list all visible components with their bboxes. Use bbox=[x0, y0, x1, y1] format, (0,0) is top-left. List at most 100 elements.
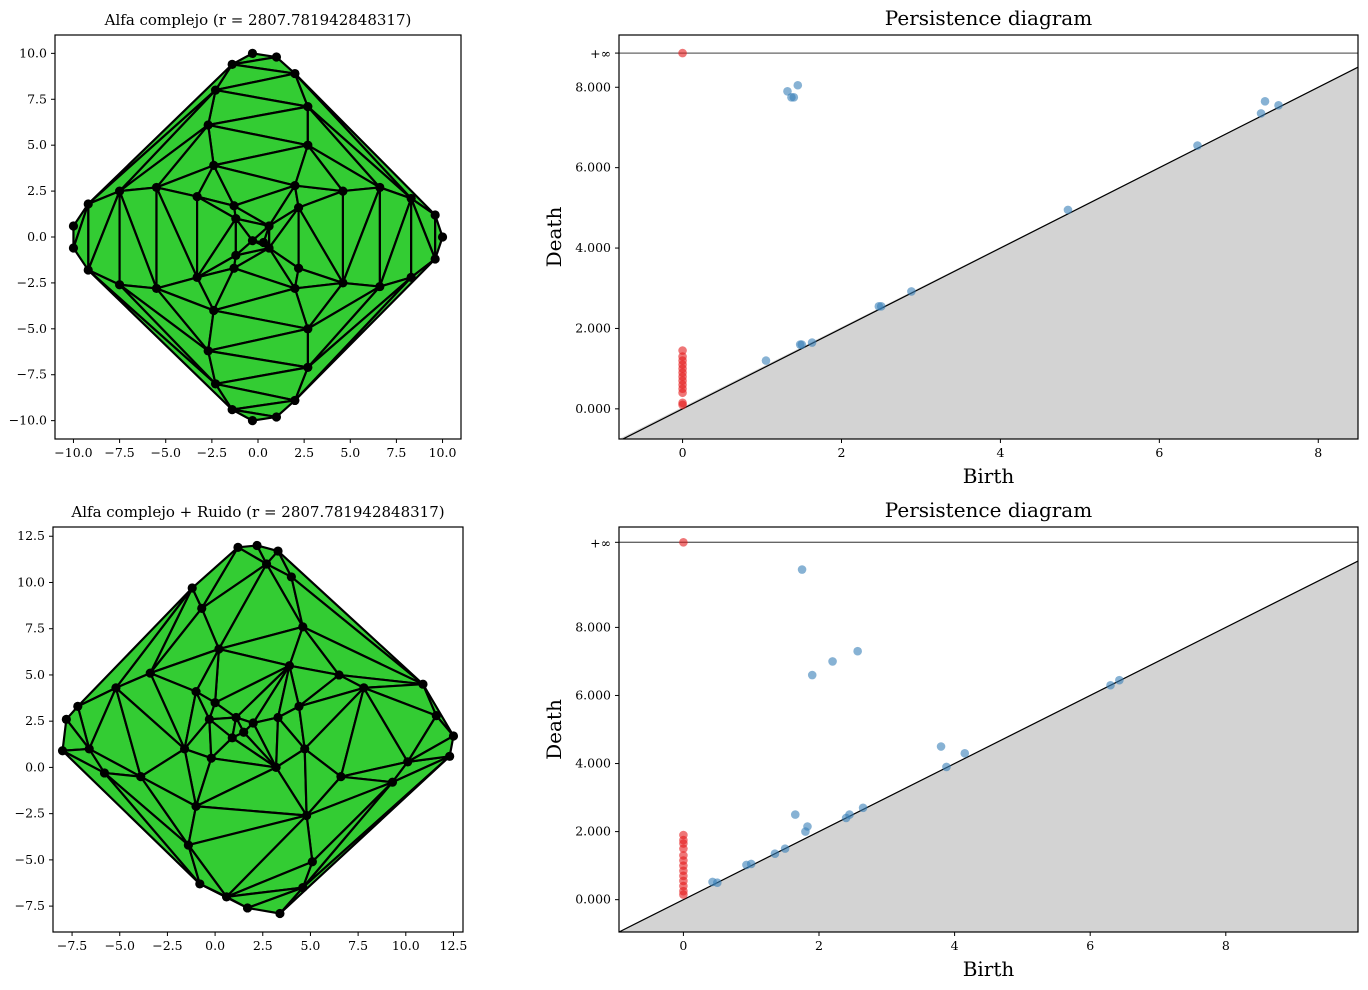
chart-title: Alfa complejo (r = 2807.781942848317) bbox=[104, 11, 412, 29]
vertex-point bbox=[375, 182, 385, 193]
vertex-point bbox=[375, 281, 385, 292]
vertex-point bbox=[83, 199, 93, 209]
y-tick-label: 6.000 bbox=[575, 160, 611, 175]
vertex-point bbox=[445, 751, 455, 761]
vertex-point bbox=[271, 412, 282, 422]
vertex-point bbox=[247, 48, 258, 58]
vertex-point bbox=[191, 686, 201, 697]
h1-point bbox=[746, 859, 756, 869]
vertex-point bbox=[273, 712, 283, 723]
vertex-point bbox=[336, 772, 346, 782]
h1-point bbox=[936, 742, 946, 751]
y-axis-label: Death bbox=[542, 207, 566, 268]
h1-point bbox=[1115, 675, 1124, 685]
h1-point bbox=[942, 762, 951, 772]
x-tick-label: 10.0 bbox=[392, 938, 420, 953]
h1-point bbox=[876, 302, 886, 311]
x-tick-label: −5.0 bbox=[105, 938, 135, 953]
y-tick-label: 8.000 bbox=[575, 619, 611, 634]
x-tick-label: −2.5 bbox=[152, 938, 182, 953]
x-tick-label: 2 bbox=[838, 445, 846, 460]
vertex-point bbox=[437, 232, 448, 242]
h0-point bbox=[679, 851, 688, 860]
vertex-point bbox=[187, 583, 197, 593]
h1-point bbox=[807, 338, 817, 347]
x-tick-label: 0 bbox=[679, 445, 687, 460]
plot-area bbox=[619, 48, 1358, 439]
x-tick-label: 4 bbox=[996, 445, 1004, 460]
y-tick-label: −5.0 bbox=[15, 852, 45, 867]
vertex-point bbox=[264, 221, 274, 231]
y-tick-label: 2.000 bbox=[575, 824, 611, 839]
vertex-point bbox=[221, 892, 232, 902]
vertex-point bbox=[406, 272, 416, 282]
vertex-point bbox=[248, 718, 258, 728]
h1-point bbox=[803, 822, 812, 831]
h0-point bbox=[679, 830, 688, 840]
h1-point bbox=[761, 356, 771, 365]
axes-frame bbox=[618, 526, 1359, 933]
x-tick-label: −10.0 bbox=[54, 445, 92, 460]
vertex-point bbox=[233, 542, 243, 552]
vertex-point bbox=[298, 622, 308, 632]
vertex-point bbox=[403, 757, 413, 767]
h0-point bbox=[678, 352, 687, 361]
persistence-diagram-chart: 0 2 4 6 8 0.000 2.000 4.000 6.000 8.000 +∞ Persiste… bbox=[542, 6, 1359, 488]
x-tick-label: 12.5 bbox=[440, 938, 468, 953]
vertex-point bbox=[418, 679, 428, 689]
y-tick-label: 2.000 bbox=[575, 320, 611, 335]
x-tick-label: 6 bbox=[1086, 938, 1094, 953]
x-tick-label: −2.5 bbox=[197, 445, 227, 460]
h1-point bbox=[789, 93, 799, 102]
vertex-point bbox=[252, 540, 262, 551]
vertex-point bbox=[231, 214, 241, 224]
vertex-point bbox=[57, 746, 68, 756]
vertex-point bbox=[192, 192, 202, 202]
vertex-point bbox=[191, 801, 201, 811]
vertex-point bbox=[210, 379, 221, 389]
vertex-point bbox=[242, 903, 253, 913]
x-tick-label: 2 bbox=[815, 938, 823, 953]
vertex-point bbox=[290, 283, 300, 294]
y-tick-label: +∞ bbox=[590, 46, 611, 61]
y-tick-label: 5.0 bbox=[27, 137, 47, 152]
vertex-point bbox=[151, 182, 162, 193]
vertex-point bbox=[430, 210, 440, 220]
y-tick-label: −10.0 bbox=[9, 413, 47, 428]
vertex-point bbox=[83, 265, 93, 275]
x-tick-label: 6 bbox=[1155, 445, 1163, 460]
y-tick-label: −7.5 bbox=[15, 898, 45, 913]
x-tick-label: 4 bbox=[951, 938, 959, 953]
vertex-point bbox=[307, 857, 317, 867]
h1-point bbox=[1106, 680, 1115, 690]
x-tick-label: 7.5 bbox=[386, 445, 406, 460]
x-tick-label: 10.0 bbox=[429, 445, 457, 460]
vertex-point bbox=[179, 744, 190, 754]
y-tick-label: 2.5 bbox=[25, 713, 45, 728]
vertex-point bbox=[302, 810, 312, 821]
vertex-point bbox=[294, 263, 304, 273]
below-diagonal-region bbox=[619, 67, 1358, 439]
vertex-point bbox=[290, 180, 300, 191]
vertex-point bbox=[210, 698, 220, 708]
vertex-point bbox=[303, 362, 313, 372]
vertex-point bbox=[431, 711, 441, 721]
y-tick-label: 0.000 bbox=[575, 401, 611, 416]
vertex-point bbox=[68, 221, 79, 231]
vertex-point bbox=[209, 305, 219, 316]
x-tick-label: 2.5 bbox=[253, 938, 273, 953]
h1-point bbox=[853, 646, 862, 656]
y-axis-label: Death bbox=[542, 699, 566, 760]
diagonal-line bbox=[621, 66, 1358, 439]
y-tick-label: 5.0 bbox=[25, 667, 45, 682]
y-tick-label: 2.5 bbox=[27, 183, 47, 198]
vertex-point bbox=[338, 278, 348, 288]
y-tick-label: 0.0 bbox=[25, 759, 45, 774]
vertex-point bbox=[290, 395, 300, 406]
simplex-triangle bbox=[72, 202, 90, 272]
x-axis-label: Birth bbox=[963, 464, 1015, 488]
vertex-point bbox=[229, 201, 239, 211]
x-tick-label: 0.0 bbox=[205, 938, 225, 953]
y-tick-label: 10.0 bbox=[17, 574, 45, 589]
vertex-point bbox=[406, 193, 416, 204]
